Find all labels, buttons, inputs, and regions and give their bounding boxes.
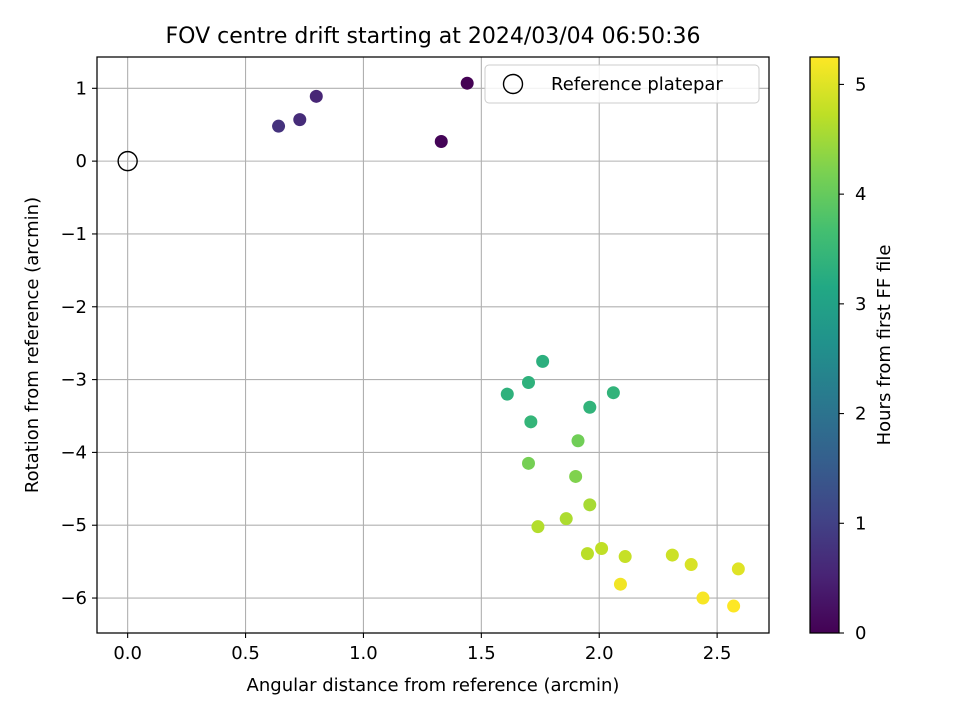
- scatter-point: [531, 520, 545, 534]
- x-tick-label: 0.5: [231, 643, 260, 664]
- y-tick-label: −3: [60, 370, 87, 391]
- colorbar-ticks: 0 1 2 3 4 5: [839, 74, 866, 644]
- scatter-point: [434, 134, 448, 148]
- scatter-point: [583, 400, 597, 414]
- colorbar-tick-label: 0: [855, 623, 866, 644]
- colorbar-tick-label: 4: [855, 184, 866, 205]
- scatter-point: [309, 89, 323, 103]
- scatter-point: [684, 558, 698, 572]
- scatter-point: [583, 498, 597, 512]
- scatter-point: [521, 456, 535, 470]
- y-tick-label: 0: [76, 151, 87, 172]
- scatter-point: [500, 387, 514, 401]
- colorbar: 0 1 2 3 4 5 Hours from first FF file: [809, 56, 895, 644]
- legend[interactable]: Reference platepar: [484, 64, 760, 104]
- y-tick-label: −6: [60, 588, 87, 609]
- plot-area-frame: [96, 56, 770, 634]
- scatter-point: [524, 415, 538, 429]
- colorbar-label: Hours from first FF file: [874, 245, 895, 446]
- x-axis-label: Angular distance from reference (arcmin): [247, 675, 620, 696]
- y-tick-label: 1: [76, 78, 87, 99]
- scatter-point: [272, 119, 286, 133]
- scatter-point: [536, 354, 550, 368]
- scatter-point: [613, 577, 627, 591]
- chart-title: FOV centre drift starting at 2024/03/04 …: [166, 24, 701, 49]
- scatter-point: [569, 469, 583, 483]
- scatter-point: [460, 76, 474, 90]
- x-tick-label: 1.5: [467, 643, 496, 664]
- scatter-point: [606, 386, 620, 400]
- scatter-point: [521, 376, 535, 390]
- legend-box: [484, 64, 760, 104]
- x-tick-label: 1.0: [349, 643, 378, 664]
- x-tick-label: 2.5: [703, 643, 732, 664]
- colorbar-gradient: [809, 56, 840, 634]
- y-axis-label: Rotation from reference (arcmin): [22, 197, 43, 493]
- y-tick-label: −1: [60, 224, 87, 245]
- y-axis: 1 0 −1 −2 −3 −4 −5 −6: [60, 78, 97, 609]
- data-points: [272, 76, 745, 613]
- scatter-point: [580, 547, 594, 561]
- x-axis: 0.0 0.5 1.0 1.5 2.0 2.5: [113, 633, 731, 664]
- scatter-point: [727, 599, 741, 613]
- scatter-point: [293, 113, 307, 127]
- scatter-point: [665, 548, 679, 562]
- x-tick-label: 2.0: [585, 643, 614, 664]
- x-tick-label: 0.0: [113, 643, 142, 664]
- y-tick-label: −4: [60, 442, 87, 463]
- colorbar-tick-label: 1: [855, 513, 866, 534]
- scatter-point: [731, 562, 745, 576]
- scatter-point: [595, 542, 609, 556]
- grid: [97, 57, 769, 633]
- y-tick-label: −2: [60, 297, 87, 318]
- colorbar-tick-label: 2: [855, 404, 866, 425]
- y-tick-label: −5: [60, 515, 87, 536]
- scatter-point: [696, 591, 710, 605]
- colorbar-tick-label: 3: [855, 294, 866, 315]
- colorbar-tick-label: 5: [855, 74, 866, 95]
- legend-label: Reference platepar: [551, 74, 723, 95]
- scatter-point: [618, 550, 632, 564]
- scatter-point: [559, 512, 573, 526]
- legend-marker: [502, 73, 524, 95]
- reference-point: [117, 150, 138, 172]
- scatter-point: [571, 434, 585, 448]
